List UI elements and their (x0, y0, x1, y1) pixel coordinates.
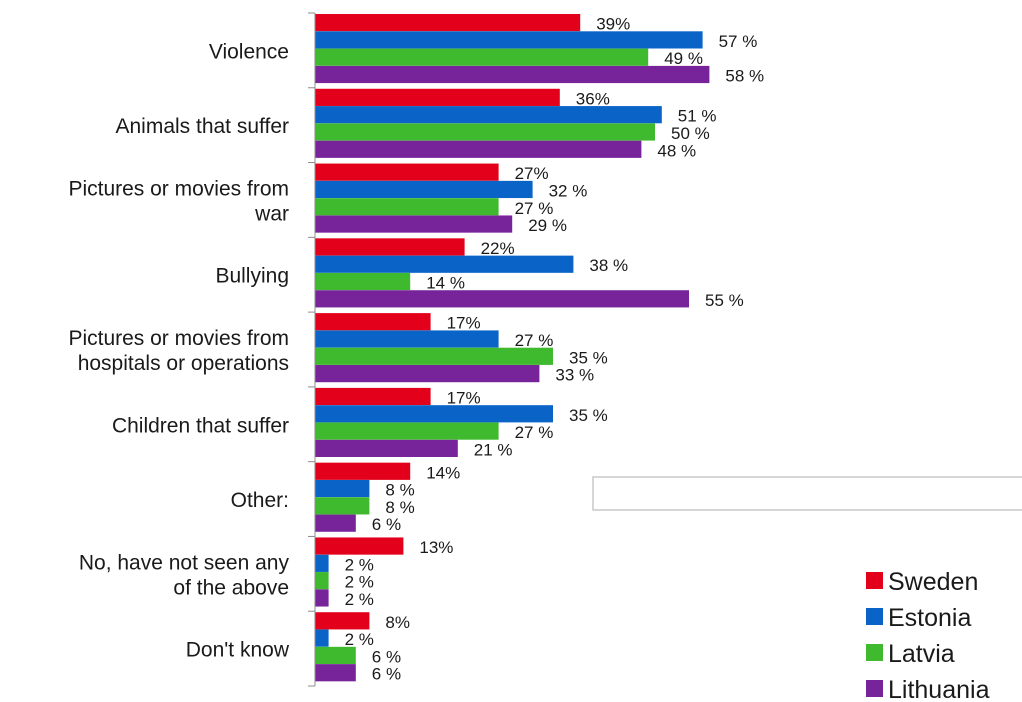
bar-lithuania-violence (315, 65, 710, 84)
value-label-lithuania-children-that-suffer: 21 % (474, 440, 513, 459)
bar-lithuania-children-that-suffer (315, 439, 458, 457)
value-label-estonia-bullying: 38 % (589, 256, 628, 275)
value-label-lithuania-bullying: 55 % (705, 291, 744, 310)
value-label-estonia-other: 8 % (385, 481, 414, 500)
bar-estonia-pictures-or-movies-from-hospitals-or-operations (315, 330, 499, 348)
value-label-estonia-pictures-or-movies-from-war: 32 % (549, 181, 588, 200)
legend-swatch-sweden (866, 572, 883, 589)
value-label-sweden-animals-that-suffer: 36% (576, 89, 610, 108)
value-label-sweden-bullying: 22% (481, 239, 515, 258)
value-label-sweden-pictures-or-movies-from-hospitals-or-operations: 17% (447, 314, 481, 333)
bar-lithuania-bullying (315, 290, 689, 308)
bar-latvia-violence (315, 48, 649, 66)
value-label-latvia-violence: 49 % (664, 49, 703, 68)
value-label-estonia-animals-that-suffer: 51 % (678, 107, 717, 126)
value-label-estonia-no-have-not-seen-any-of-the-above: 2 % (345, 555, 374, 574)
bar-lithuania-pictures-or-movies-from-hospitals-or-operations (315, 365, 540, 383)
bar-latvia-animals-that-suffer (315, 123, 655, 141)
bar-latvia-pictures-or-movies-from-war (315, 198, 499, 216)
bar-latvia-bullying (315, 272, 411, 291)
bar-sweden-pictures-or-movies-from-hospitals-or-operations (315, 313, 431, 331)
bar-estonia-bullying (315, 255, 574, 273)
value-label-latvia-bullying: 14 % (426, 274, 465, 293)
category-label-violence: Violence (209, 40, 289, 63)
bar-sweden-children-that-suffer (315, 387, 431, 406)
value-label-group: 39%57 %49 %58 %36%51 %50 %48 %27%32 %27 … (345, 15, 765, 684)
legend-swatch-lithuania (866, 680, 883, 697)
bar-sweden-other (315, 462, 411, 480)
bar-sweden-no-have-not-seen-any-of-the-above (315, 537, 404, 555)
bar-group (315, 14, 710, 682)
legend-label-latvia: Latvia (888, 640, 955, 668)
category-label-pictures-or-movies-from-war: Pictures or movies from war (68, 177, 289, 225)
bar-estonia-animals-that-suffer (315, 106, 662, 124)
value-label-sweden-don-t-know: 8% (385, 613, 410, 632)
category-axis (308, 12, 316, 687)
category-label-no-have-not-seen-any-of-the-above: No, have not seen any of the above (79, 551, 290, 599)
bar-lithuania-no-have-not-seen-any-of-the-above (315, 589, 329, 607)
bar-lithuania-pictures-or-movies-from-war (315, 215, 513, 233)
value-label-estonia-don-t-know: 2 % (345, 630, 374, 649)
value-label-estonia-children-that-suffer: 35 % (569, 406, 608, 425)
value-label-latvia-animals-that-suffer: 50 % (671, 124, 710, 143)
bar-latvia-pictures-or-movies-from-hospitals-or-operations (315, 347, 553, 365)
value-label-latvia-other: 8 % (385, 498, 414, 517)
value-label-sweden-children-that-suffer: 17% (447, 388, 481, 407)
bar-sweden-bullying (315, 238, 465, 256)
value-label-latvia-pictures-or-movies-from-hospitals-or-operations: 35 % (569, 348, 608, 367)
empty-text-box (592, 476, 1022, 511)
value-label-estonia-violence: 57 % (719, 32, 758, 51)
value-label-sweden-other: 14% (426, 463, 460, 482)
bar-lithuania-animals-that-suffer (315, 140, 642, 158)
value-label-lithuania-other: 6 % (372, 515, 401, 534)
category-label-bullying: Bullying (215, 265, 289, 288)
bar-estonia-children-that-suffer (315, 405, 553, 423)
value-label-lithuania-no-have-not-seen-any-of-the-above: 2 % (345, 590, 374, 609)
value-label-lithuania-violence: 58 % (725, 67, 764, 86)
value-label-sweden-violence: 39% (596, 15, 630, 34)
bar-sweden-animals-that-suffer (315, 88, 560, 106)
value-label-lithuania-pictures-or-movies-from-hospitals-or-operations: 33 % (555, 366, 594, 385)
bar-sweden-don-t-know (315, 612, 370, 630)
value-label-latvia-no-have-not-seen-any-of-the-above: 2 % (345, 573, 374, 592)
value-label-sweden-no-have-not-seen-any-of-the-above: 13% (419, 538, 453, 557)
legend-swatch-estonia (866, 608, 883, 625)
legend-label-sweden: Sweden (888, 568, 978, 596)
value-label-lithuania-pictures-or-movies-from-war: 29 % (528, 216, 567, 235)
value-label-estonia-pictures-or-movies-from-hospitals-or-operations: 27 % (515, 331, 554, 350)
value-label-sweden-pictures-or-movies-from-war: 27% (515, 164, 549, 183)
legend: Sweden Estonia Latvia Lithuania (866, 568, 990, 702)
bar-latvia-children-that-suffer (315, 422, 499, 440)
category-label-group: Violence Animals that suffer Pictures or m… (68, 40, 289, 661)
value-label-latvia-children-that-suffer: 27 % (515, 423, 554, 442)
bar-estonia-don-t-know (315, 629, 329, 647)
bar-latvia-no-have-not-seen-any-of-the-above (315, 572, 329, 590)
value-label-lithuania-animals-that-suffer: 48 % (657, 141, 696, 160)
bar-estonia-no-have-not-seen-any-of-the-above (315, 554, 329, 572)
value-label-latvia-don-t-know: 6 % (372, 647, 401, 666)
category-label-animals-that-suffer: Animals that suffer (115, 115, 289, 138)
value-label-latvia-pictures-or-movies-from-war: 27 % (515, 199, 554, 218)
bar-sweden-violence (315, 14, 581, 32)
bar-latvia-other (315, 497, 370, 515)
bar-lithuania-other (315, 514, 356, 532)
legend-swatch-latvia (866, 644, 883, 661)
bar-latvia-don-t-know (315, 646, 356, 665)
category-label-other: Other: (231, 489, 289, 512)
bar-estonia-violence (315, 31, 703, 49)
bar-lithuania-don-t-know (315, 664, 356, 682)
bar-estonia-other (315, 479, 370, 498)
category-label-don-t-know: Don't know (186, 639, 290, 662)
legend-label-lithuania: Lithuania (888, 676, 990, 702)
bar-estonia-pictures-or-movies-from-war (315, 180, 533, 199)
legend-label-estonia: Estonia (888, 604, 971, 632)
value-label-lithuania-don-t-know: 6 % (372, 665, 401, 684)
category-label-children-that-suffer: Children that suffer (112, 414, 289, 437)
bar-sweden-pictures-or-movies-from-war (315, 163, 499, 181)
category-label-pictures-or-movies-from-hospitals-or-operations: Pictures or movies from hospitals or oper… (68, 327, 289, 375)
